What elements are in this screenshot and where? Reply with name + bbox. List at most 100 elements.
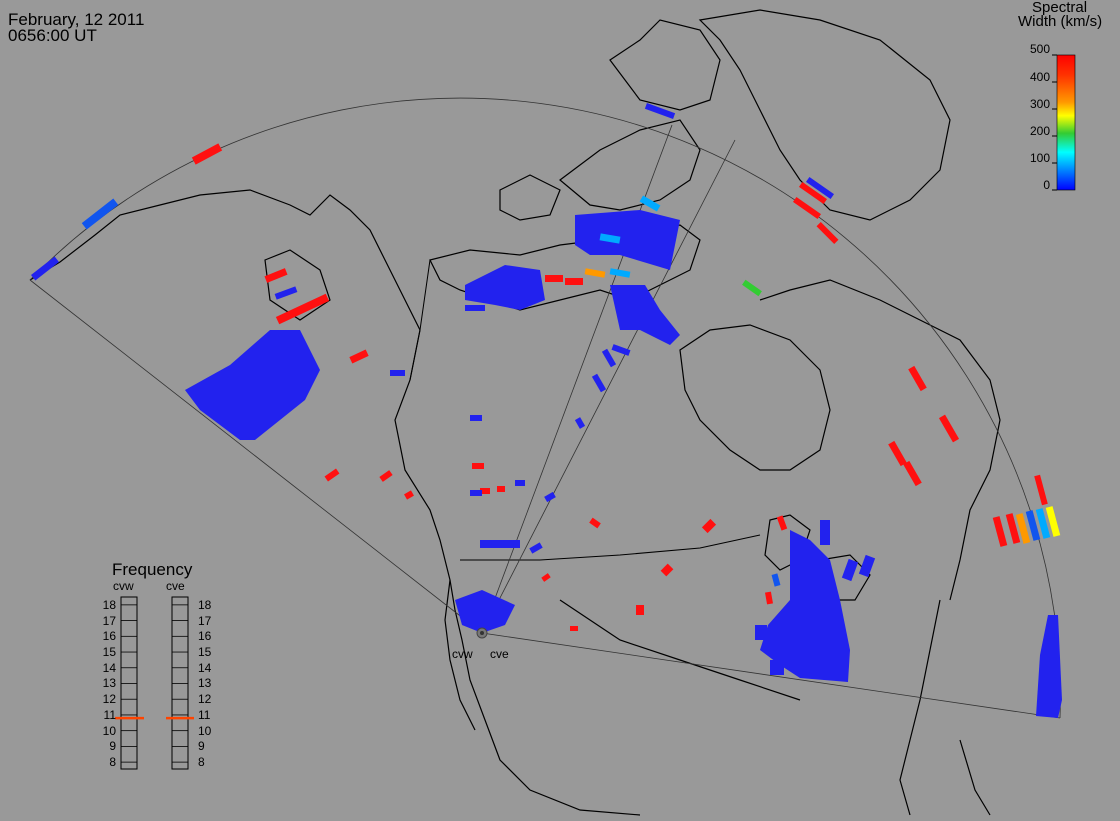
echo-cell (570, 626, 578, 631)
cvw-frequency-tick-label: 15 (102, 645, 116, 660)
cve-frequency-tick-label: 17 (198, 613, 212, 628)
echo-cell (1045, 506, 1061, 537)
echo-cell (599, 233, 621, 244)
echo-cell (765, 591, 773, 605)
cvw-frequency-tick-label: 13 (102, 676, 116, 691)
echo-cell (1005, 513, 1021, 544)
cvw-frequency-tick-label: 16 (102, 629, 116, 644)
echo-cell (591, 373, 607, 393)
borders (409, 259, 761, 561)
cve-frequency-tick-label: 13 (198, 676, 212, 691)
echo-cell (1015, 513, 1031, 544)
echo-cell (575, 210, 680, 270)
map-radar-label-cvw: cvw (452, 647, 473, 661)
echo-cell (379, 470, 393, 482)
echo-cell (610, 285, 680, 345)
echo-cell (541, 573, 551, 582)
cve-frequency-tick-label: 15 (198, 645, 212, 660)
echo-cell (185, 330, 320, 440)
echo-cell (903, 460, 922, 487)
echo-cell (497, 486, 505, 492)
cve-frequency-tick-label: 18 (198, 597, 212, 612)
colorbar-tick-0: 0 (1043, 178, 1050, 192)
radar-echoes (31, 103, 1062, 718)
echo-cell (529, 542, 543, 554)
date-label: February, 12 2011 (8, 10, 145, 29)
echo-cell (841, 558, 859, 582)
map-radar-label-cve: cve (490, 647, 509, 661)
cvw-frequency-tick-label: 10 (102, 723, 116, 738)
echo-cell (545, 275, 563, 282)
cve-frequency-tick-label: 10 (198, 723, 212, 738)
echo-cell (470, 415, 482, 421)
cve-frequency-tick-label: 12 (198, 692, 212, 707)
echo-cell (601, 348, 617, 368)
echo-cell (480, 488, 490, 494)
echo-cell (609, 268, 631, 278)
cvw-frequency-tick-label: 14 (102, 660, 116, 675)
echo-cell (816, 222, 839, 244)
echo-cell (1034, 474, 1048, 506)
colorbar-title-line1: Spectral (1032, 0, 1088, 16)
cvw-frequency-tick-label: 17 (102, 613, 116, 628)
echo-cell (1036, 615, 1062, 718)
echo-cell (992, 516, 1008, 547)
cve-site-marker (480, 631, 484, 635)
cvw-frequency-tick-label: 11 (103, 707, 116, 722)
echo-cell (770, 660, 784, 675)
colorbar (1052, 54, 1076, 191)
echo-cell (1025, 510, 1041, 541)
echo-cell (390, 370, 405, 376)
echo-cell (324, 468, 340, 482)
echo-cell (1035, 508, 1051, 539)
frequency-tick-lines (121, 604, 188, 763)
fov-outline (29, 97, 1061, 719)
cve-frequency-tick-label: 16 (198, 629, 212, 644)
cvw-frequency-tick-label: 18 (102, 597, 116, 612)
cvw-frequency-tick-label: 8 (109, 755, 116, 770)
cve-frequency-tick-label: 14 (198, 660, 212, 675)
echo-cell (776, 515, 788, 531)
cve-frequency-tick-label: 11 (198, 707, 211, 722)
colorbar-title-line2: Width (km/s) (1018, 13, 1103, 30)
echo-cell (264, 268, 288, 283)
echo-cell (404, 490, 414, 500)
echo-cell (639, 195, 661, 212)
colorbar-tick-300: 300 (1029, 97, 1050, 111)
echo-cell (515, 480, 525, 486)
echo-cell (636, 605, 644, 615)
echo-cell (760, 530, 850, 682)
echo-cell (938, 414, 960, 443)
echo-cell (275, 293, 330, 325)
echo-cell (888, 440, 907, 467)
echo-cell (472, 463, 484, 469)
frequency-columns (120, 596, 189, 770)
colorbar-scale (1056, 54, 1076, 191)
echo-cell (798, 181, 828, 205)
echo-cell (191, 143, 223, 165)
freq-radar-label-cvw: cvw (113, 579, 134, 593)
echo-cell (574, 417, 586, 429)
colorbar-tick-400: 400 (1029, 70, 1050, 84)
radar-sites (476, 627, 488, 639)
cvw-frequency-tick-label: 9 (109, 739, 116, 754)
echo-cell (755, 625, 767, 640)
coastlines (29, 9, 1001, 816)
echo-cell (701, 518, 717, 534)
echo-cell (660, 563, 674, 577)
echo-cell (31, 256, 59, 281)
echo-cell (908, 365, 927, 392)
cve-frequency-tick-label: 9 (198, 739, 205, 754)
echo-cell (480, 540, 520, 548)
echo-cell (455, 590, 515, 633)
colorbar-tick-500: 500 (1029, 42, 1050, 56)
echo-cell (644, 103, 676, 119)
cvw-frequency-tick-label: 12 (102, 692, 116, 707)
echo-cell (81, 198, 119, 230)
echo-cell (584, 268, 606, 278)
echo-cell (611, 344, 631, 356)
echo-cell (858, 554, 876, 578)
echo-cell (465, 305, 485, 311)
